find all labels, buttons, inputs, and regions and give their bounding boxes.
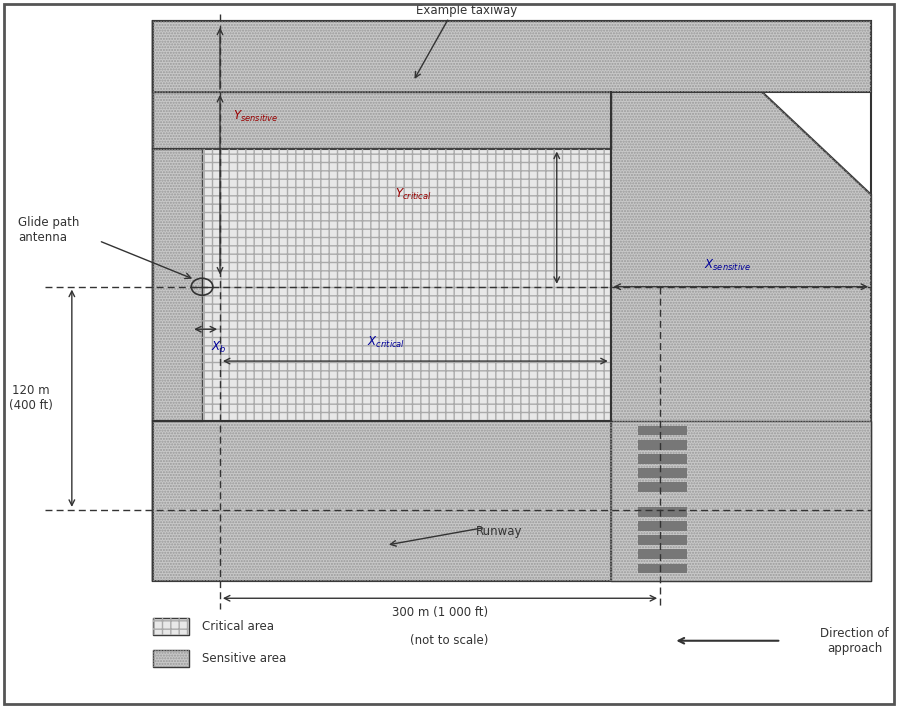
Bar <box>153 650 189 667</box>
Bar <box>202 149 611 421</box>
Text: Sensitive area: Sensitive area <box>202 652 286 665</box>
Bar <box>638 468 687 478</box>
Text: X$_\mathregular{sensitive}$: X$_\mathregular{sensitive}$ <box>704 258 751 273</box>
Text: Direction of
approach: Direction of approach <box>821 627 889 655</box>
Bar <box>153 421 611 581</box>
Text: (not to scale): (not to scale) <box>409 634 489 647</box>
Bar <box>153 421 611 581</box>
Text: Example taxiway: Example taxiway <box>417 4 517 16</box>
Text: 120 m
(400 ft): 120 m (400 ft) <box>9 384 53 412</box>
Bar <box>638 521 687 531</box>
Text: X$_\mathregular{critical}$: X$_\mathregular{critical}$ <box>367 336 405 350</box>
Text: 300 m (1 000 ft): 300 m (1 000 ft) <box>392 606 489 619</box>
Bar <box>153 21 871 581</box>
Bar <box>153 617 189 636</box>
Bar <box>153 149 202 421</box>
Bar <box>638 454 687 464</box>
Bar <box>638 535 687 545</box>
Bar <box>611 421 871 581</box>
Bar <box>153 149 202 421</box>
Text: Glide path
antenna: Glide path antenna <box>18 216 79 244</box>
Bar <box>153 617 189 636</box>
Bar <box>638 482 687 492</box>
Polygon shape <box>153 21 871 581</box>
Bar <box>638 440 687 450</box>
Bar <box>153 21 871 92</box>
Text: Y$_\mathregular{critical}$: Y$_\mathregular{critical}$ <box>395 187 432 202</box>
Text: X$_\mathregular{b}$: X$_\mathregular{b}$ <box>211 340 226 355</box>
Bar <box>611 421 871 581</box>
Text: Y$_\mathregular{sensitive}$: Y$_\mathregular{sensitive}$ <box>233 109 279 125</box>
Text: Critical area: Critical area <box>202 620 274 633</box>
Bar <box>638 507 687 517</box>
Bar <box>153 21 871 92</box>
Bar <box>638 564 687 573</box>
Bar <box>153 92 611 149</box>
Text: Runway: Runway <box>476 525 523 537</box>
Bar <box>202 149 611 421</box>
Bar <box>153 650 189 667</box>
Bar <box>638 426 687 435</box>
Bar <box>153 92 611 149</box>
Bar <box>638 549 687 559</box>
